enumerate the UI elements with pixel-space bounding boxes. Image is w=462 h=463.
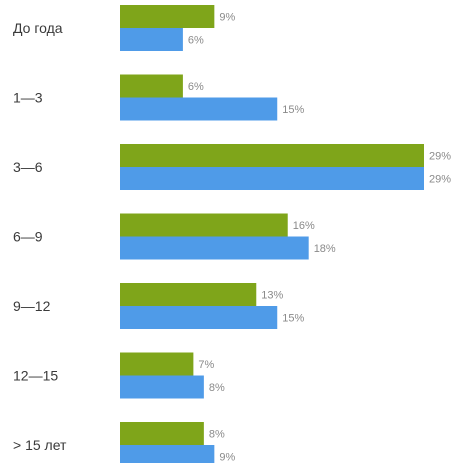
bar-series-2 [120,167,424,190]
category-label: 3—6 [13,159,43,175]
value-label: 18% [314,243,336,255]
category-label: До года [13,20,63,36]
value-label: 9% [219,452,235,463]
bar-series-2 [120,236,309,260]
value-label: 15% [282,104,304,116]
bar-series-1 [120,283,257,306]
bar-series-2 [120,28,183,51]
value-label: 29% [429,174,451,186]
bar-series-1 [120,213,288,237]
category-labels: До года 1—3 3—6 6—9 9—12 12—15 > 15 лет [13,20,67,453]
bar-series-1 [120,74,183,98]
value-label: 6% [188,35,204,47]
bar-series-1 [120,422,204,445]
value-label: 8% [209,382,225,394]
bar-series-2 [120,375,204,399]
bar-series-1 [120,144,424,167]
value-label: 15% [282,313,304,325]
category-label: 1—3 [13,90,43,106]
category-label: 12—15 [13,368,58,384]
category-label: 6—9 [13,229,43,245]
category-label: > 15 лет [13,437,67,453]
bars [120,5,424,463]
bar-series-2 [120,97,278,121]
value-label: 7% [198,359,214,371]
bar-series-2 [120,306,278,329]
bar-series-1 [120,5,215,28]
value-label: 8% [209,429,225,441]
category-label: 9—12 [13,298,51,314]
value-label: 6% [188,81,204,93]
value-label: 16% [293,220,315,232]
value-label: 9% [219,12,235,24]
bar-series-1 [120,352,194,376]
value-labels: 9% 6% 6% 15% 29% 29% 16% 18% 13% 15% 7% 8% 8% 9% [188,12,451,463]
value-label: 13% [261,290,283,302]
value-label: 29% [429,151,451,163]
bar-series-2 [120,445,215,463]
